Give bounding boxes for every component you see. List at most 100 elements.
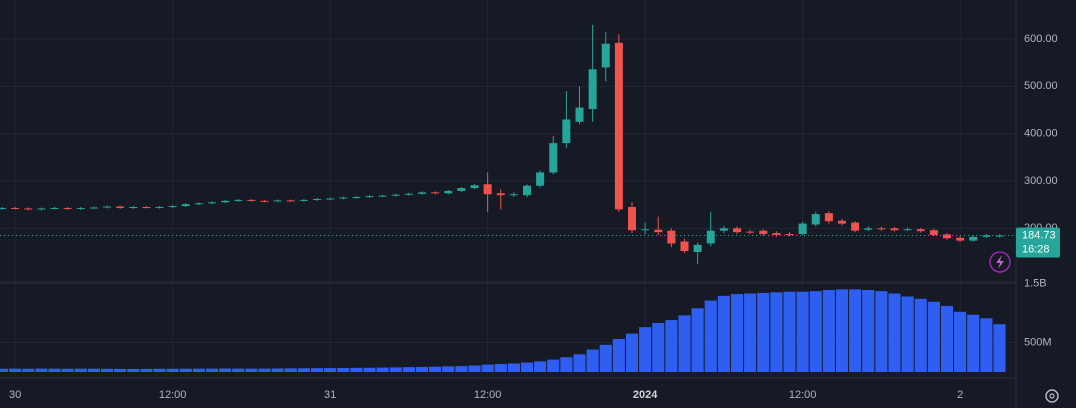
candle-body (299, 199, 308, 201)
candle-body (969, 236, 978, 241)
candle-body (352, 197, 361, 199)
volume-tick-label: 1.5B (1024, 277, 1047, 289)
volume-bar (888, 293, 901, 372)
volume-bar (954, 311, 967, 372)
candle-body (365, 196, 374, 198)
candle-body (864, 228, 873, 230)
volume-bar (980, 318, 993, 372)
candle-body (168, 206, 177, 208)
candle-body (785, 233, 794, 235)
candle-body (155, 207, 164, 209)
volume-bar (560, 357, 573, 372)
y-tick-label: 300.00 (1024, 175, 1058, 187)
volume-bar (87, 368, 100, 372)
volume-bar (599, 344, 612, 372)
volume-bar (140, 368, 153, 372)
alert-icon[interactable] (989, 251, 1011, 273)
volume-bar (586, 349, 599, 372)
volume-pane (0, 289, 1006, 372)
volume-bar (862, 289, 875, 372)
volume-bar (534, 361, 547, 372)
candle-body (11, 207, 20, 209)
volume-bar (127, 368, 140, 372)
x-tick-label: 12:00 (474, 389, 502, 401)
volume-bar (205, 368, 219, 372)
candle-body (418, 192, 426, 194)
candle-body (523, 185, 531, 196)
volume-bar (35, 368, 48, 372)
x-tick-label: 12:00 (789, 389, 817, 401)
candle-body (273, 200, 282, 202)
volume-bar (704, 300, 717, 372)
candle-body (667, 230, 676, 244)
volume-bar (245, 368, 258, 372)
candle-body (260, 200, 269, 202)
candle-body (194, 203, 203, 205)
volume-bar (875, 291, 888, 372)
candle-body (838, 220, 846, 224)
candle-body (772, 233, 781, 235)
volume-bar (219, 368, 232, 372)
candle-body (234, 199, 243, 201)
volume-bar (48, 368, 61, 372)
candle-body (181, 204, 190, 207)
volume-bar (271, 368, 284, 372)
candle-body (483, 184, 492, 195)
candle-body (89, 207, 98, 209)
candle-body (37, 208, 46, 210)
volume-bar (822, 289, 835, 372)
volume-bar (835, 289, 849, 372)
candle-body (457, 188, 466, 191)
last-price-label: 184.73 (1022, 229, 1056, 241)
volume-bar (967, 314, 980, 372)
candle-body (286, 200, 295, 202)
volume-bar (100, 368, 114, 372)
candle-body (509, 194, 518, 196)
volume-bar (389, 367, 402, 372)
candle-body (404, 193, 413, 195)
volume-bar (809, 291, 822, 372)
candle-body (680, 241, 689, 252)
volume-bar (927, 301, 940, 372)
candle-body (50, 207, 59, 209)
price-pane (0, 24, 1016, 264)
volume-bar (678, 315, 691, 372)
candle-body (641, 229, 650, 231)
volume-bar (665, 320, 678, 372)
candle-body (654, 229, 663, 233)
candle-body (746, 231, 755, 233)
candle-body (63, 207, 72, 209)
candle-body (496, 193, 505, 196)
volume-bar (284, 368, 297, 372)
settings-icon[interactable] (1045, 389, 1059, 403)
candle-body (103, 206, 111, 208)
candle-body (326, 198, 335, 200)
candle-body (824, 213, 833, 222)
volume-bar (652, 323, 665, 372)
x-tick-label: 12:00 (159, 389, 187, 401)
volume-bar (232, 368, 245, 372)
gear-center (1049, 393, 1055, 399)
candle-body (706, 230, 715, 244)
volume-bar (901, 296, 914, 372)
volume-bar (639, 327, 652, 372)
volume-bar (22, 368, 35, 372)
candle-body (444, 190, 453, 194)
candle-body (142, 207, 151, 209)
y-tick-label: 400.00 (1024, 128, 1058, 140)
candle-body (929, 230, 938, 235)
last-price-box (1016, 227, 1060, 258)
candle-body (811, 214, 820, 225)
candle-body (614, 42, 623, 210)
volume-bar (625, 333, 639, 372)
candle-body (76, 207, 85, 209)
volume-bar (468, 365, 481, 372)
volume-bar (442, 366, 455, 372)
candle-body (956, 237, 965, 241)
candle-body (693, 244, 702, 252)
volume-bar (730, 294, 744, 372)
volume-bar (337, 367, 350, 372)
candle-body (431, 192, 440, 194)
x-tick-label: 31 (324, 389, 336, 401)
volume-bar (796, 291, 809, 372)
